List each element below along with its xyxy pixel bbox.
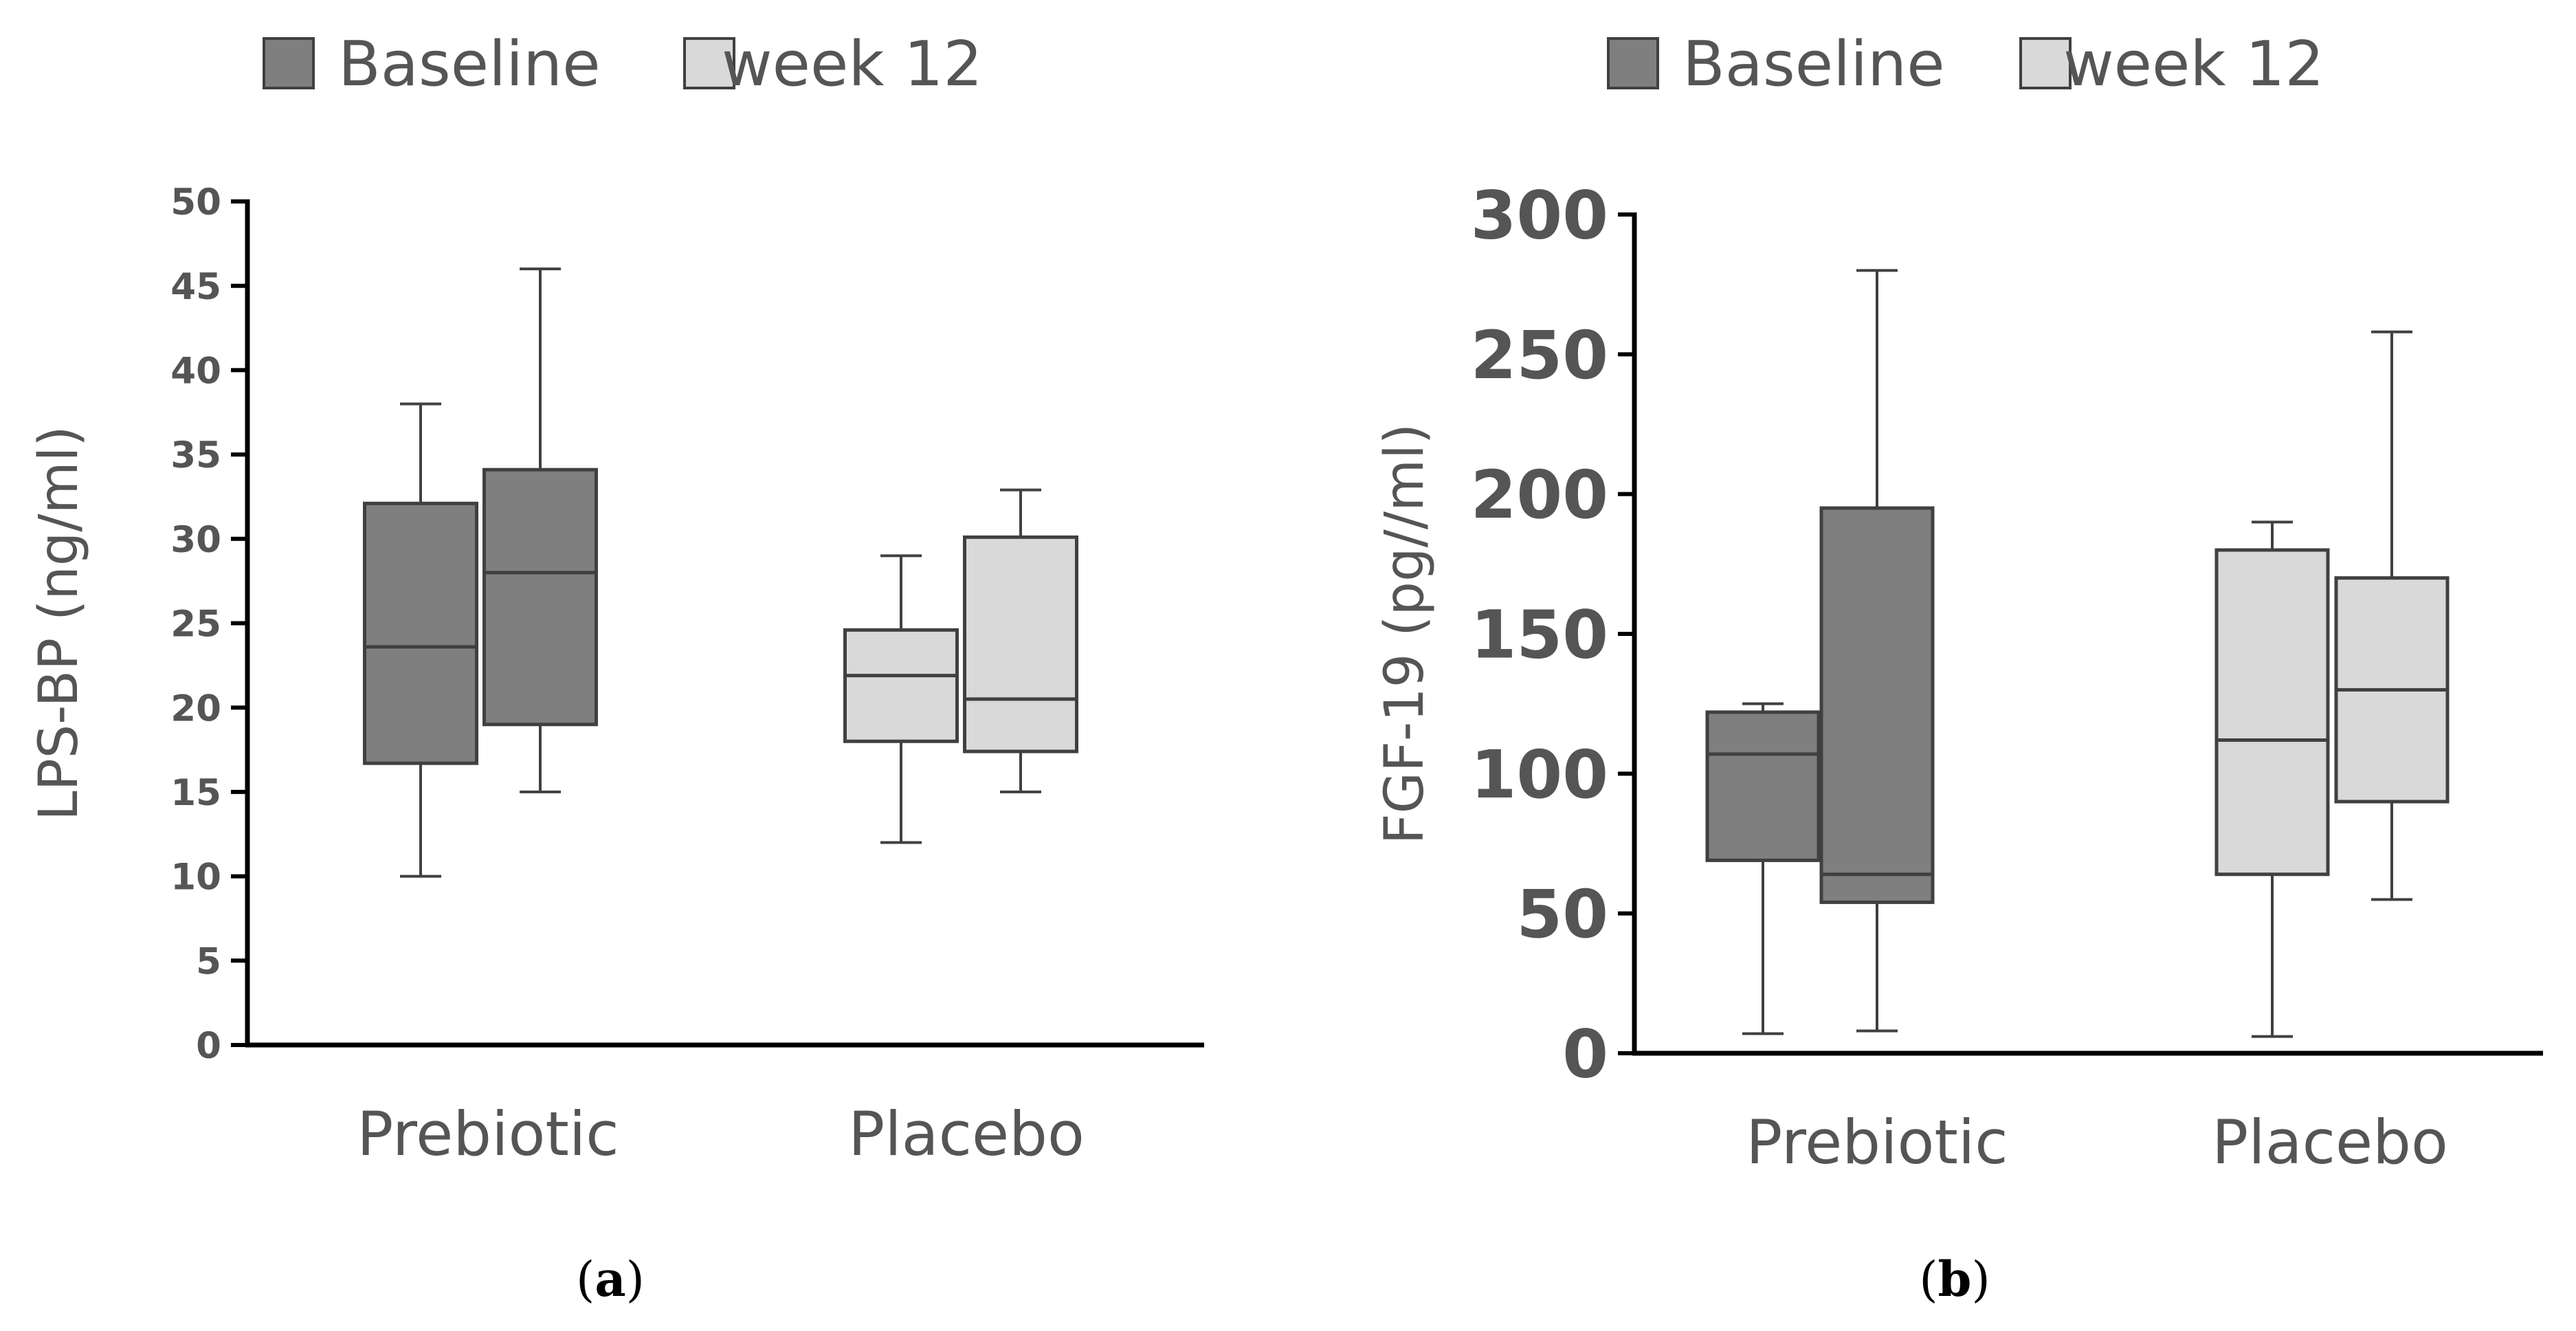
y-tick-label: 150 (1471, 597, 1608, 674)
x-category-label: Prebiotic (357, 1099, 619, 1169)
legend-swatch-week12 (2019, 37, 2072, 89)
legend-label: week 12 (2063, 28, 2324, 100)
legend-label: week 12 (722, 28, 983, 100)
x-category-label: Placebo (2212, 1107, 2448, 1178)
y-tick-label: 0 (196, 1025, 221, 1067)
x-category-label: Placebo (848, 1099, 1085, 1169)
legend-swatch-baseline (1607, 37, 1659, 89)
y-tick-label: 30 (170, 519, 221, 561)
box-iqr (1705, 710, 1821, 862)
box-week-12-placebo (963, 488, 1078, 793)
box-iqr (1819, 506, 1935, 904)
box-iqr (482, 468, 598, 727)
y-tick-label: 15 (170, 772, 221, 814)
box-baseline-placebo (482, 267, 598, 793)
box-iqr (963, 535, 1078, 754)
legend-swatch-baseline (263, 37, 315, 89)
legend-swatch-week12 (683, 37, 735, 89)
legend-label: Baseline (1683, 28, 1945, 100)
y-tick-label: 50 (1516, 876, 1608, 953)
box-baseline-placebo (1819, 269, 1935, 1033)
box-baseline-prebiotic (1705, 702, 1821, 1035)
panel-label: (a) (576, 1251, 645, 1308)
legend-label: Baseline (338, 28, 601, 100)
panel-b: 0 50 100 150 200 250 300 FGF-19 (pg//ml) Prebiot… (1374, 28, 2543, 1308)
y-tick-label: 35 (170, 434, 221, 476)
panel-a: 0 5 10 15 20 25 30 35 40 45 50 LPS-BP (ng/ml) Prebio… (28, 28, 1204, 1308)
box-iqr (2214, 548, 2330, 877)
y-axis-label: FGF-19 (pg//ml) (1374, 424, 1436, 844)
y-tick-label: 40 (170, 350, 221, 392)
box-week-12-placebo (2334, 330, 2450, 901)
y-tick-label: 10 (170, 857, 221, 899)
box-week-12-prebiotic (843, 554, 959, 844)
y-tick-label: 20 (170, 688, 221, 729)
y-axis-label: LPS-BP (ng/ml) (28, 426, 90, 820)
box-iqr (363, 501, 478, 765)
y-tick-label: 25 (170, 604, 221, 646)
y-tick-label: 45 (170, 266, 221, 308)
y-tick-label: 0 (1562, 1016, 1608, 1093)
y-tick-label: 50 (170, 182, 221, 223)
box-baseline-prebiotic (363, 402, 478, 878)
y-tick-label: 200 (1471, 456, 1608, 534)
box-iqr (843, 628, 959, 743)
y-tick-label: 100 (1471, 736, 1608, 813)
x-category-label: Prebiotic (1746, 1107, 2008, 1178)
box-week-12-prebiotic (2214, 520, 2330, 1038)
y-tick-label: 5 (196, 940, 221, 982)
y-tick-label: 250 (1471, 317, 1608, 394)
y-tick-label: 300 (1471, 177, 1608, 254)
panel-label: (b) (1919, 1251, 1990, 1308)
